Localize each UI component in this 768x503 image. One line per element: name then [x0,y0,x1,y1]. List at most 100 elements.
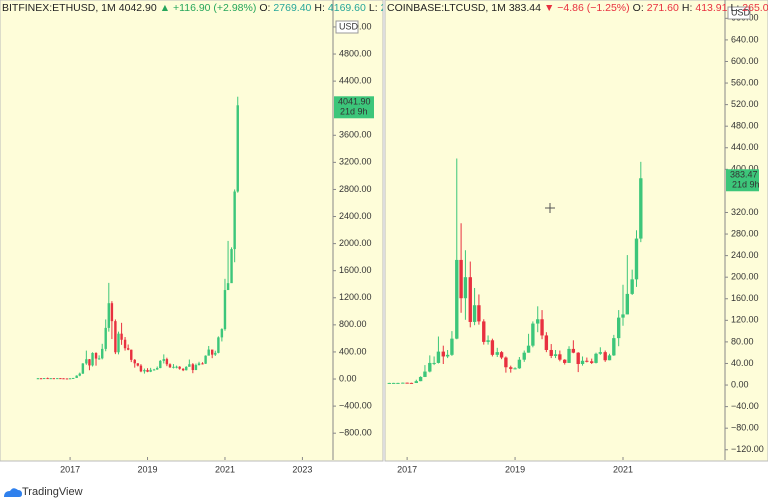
candle-body [436,351,441,363]
candle-body [78,373,81,376]
candle-body [233,191,236,250]
candle-body [136,363,140,366]
candle-body [607,355,612,361]
ohlc-label: L: [730,2,740,14]
x-tick-label: 2021 [215,464,235,474]
y-tick-label: 4400.00 [339,75,372,85]
x-tick-label: 2017 [60,464,80,474]
candle-body [188,364,191,367]
candle-body [133,359,136,364]
candle-body [65,378,69,380]
candle-body [576,352,580,365]
y-tick-label: 1600.00 [339,265,372,275]
candle-body [590,361,594,363]
ohlc-value: 413.91 [695,2,728,14]
candle-body [468,277,472,322]
y-tick-label: 600.00 [731,56,759,66]
currency-box [727,6,751,20]
candle-body [110,303,114,322]
candle-body [571,348,576,353]
y-tick-label: 120.00 [731,315,759,325]
candle-body [459,259,463,299]
y-tick-label: 160.00 [731,293,759,303]
candle-body [401,382,405,384]
candle-body [625,293,630,315]
crosshair [545,203,555,213]
candle-body [531,323,535,346]
candle-body [123,339,127,349]
candle-body [178,366,181,369]
candle-body [68,378,72,380]
y-tick-label: 480.00 [731,121,759,131]
candle-body [428,362,432,372]
price-tag-value: 383.47 [730,170,758,180]
candle-body [130,349,133,360]
candle-body [499,352,504,358]
y-tick-label: −80.00 [731,423,759,433]
candle-body [580,360,585,365]
candle-body [97,358,101,360]
y-tick-label: 640.00 [731,34,759,44]
candle-body [56,378,59,380]
candle-body [81,363,85,374]
y-tick-label: 520.00 [731,99,759,109]
candle-body [49,378,52,380]
candle-body [217,337,220,353]
symbol: BITFINEX:ETHUSD, 1M [2,2,116,14]
right-panel [384,0,768,462]
ohlc-value: 271.60 [646,2,679,14]
y-tick-label: −40.00 [731,401,759,411]
candle-body [214,352,217,355]
candle-body [197,363,201,366]
candle-body [165,359,169,365]
candle-body [101,348,104,359]
x-tick-label: 2019 [138,464,158,474]
price-tag [726,169,759,192]
candle-body [509,367,513,369]
currency-box [335,20,359,34]
candle-body [517,359,522,369]
candle-body [36,378,40,380]
candle-body [75,375,78,378]
candle-body [46,378,49,380]
candle-body [91,352,94,366]
y-tick-label: 400.00 [339,346,367,356]
x-tick-label: 2023 [292,464,312,474]
candle-body [540,319,544,336]
candle-body [477,305,481,322]
y-tick-label: 2800.00 [339,184,372,194]
y-tick-label: 40.00 [731,358,754,368]
candle-body [42,378,46,380]
candle-body [223,290,227,330]
brand: TradingView [22,486,83,498]
candle-body [143,370,146,372]
candle-body [463,277,468,299]
candle-body [513,368,517,370]
candle-body [598,352,603,354]
currency: USD [731,7,751,17]
y-tick-label: 0.00 [731,379,749,389]
y-tick-label: 2400.00 [339,211,372,221]
candle-body [230,249,233,284]
price-tag-value: 4041.90 [338,97,371,107]
currency: USD [339,21,359,31]
x-tick-label: 2019 [505,464,525,474]
candle-body [391,382,396,384]
candle-body [207,349,210,356]
candle-body [585,360,589,362]
y-tick-label: 80.00 [731,336,754,346]
ohlc-label: L: [368,2,378,14]
price-tag [334,96,374,119]
ohlc-value: 265.00 [742,2,768,14]
candle-body [71,377,75,379]
y-tick-label: 440.00 [731,142,759,152]
candle-body [114,321,117,353]
logo-icon [4,488,22,497]
x-tick-label: 2017 [397,464,417,474]
x-tick-label: 2021 [613,464,633,474]
candle-body [526,345,531,353]
candle-body [558,354,562,360]
candle-body [88,359,91,366]
